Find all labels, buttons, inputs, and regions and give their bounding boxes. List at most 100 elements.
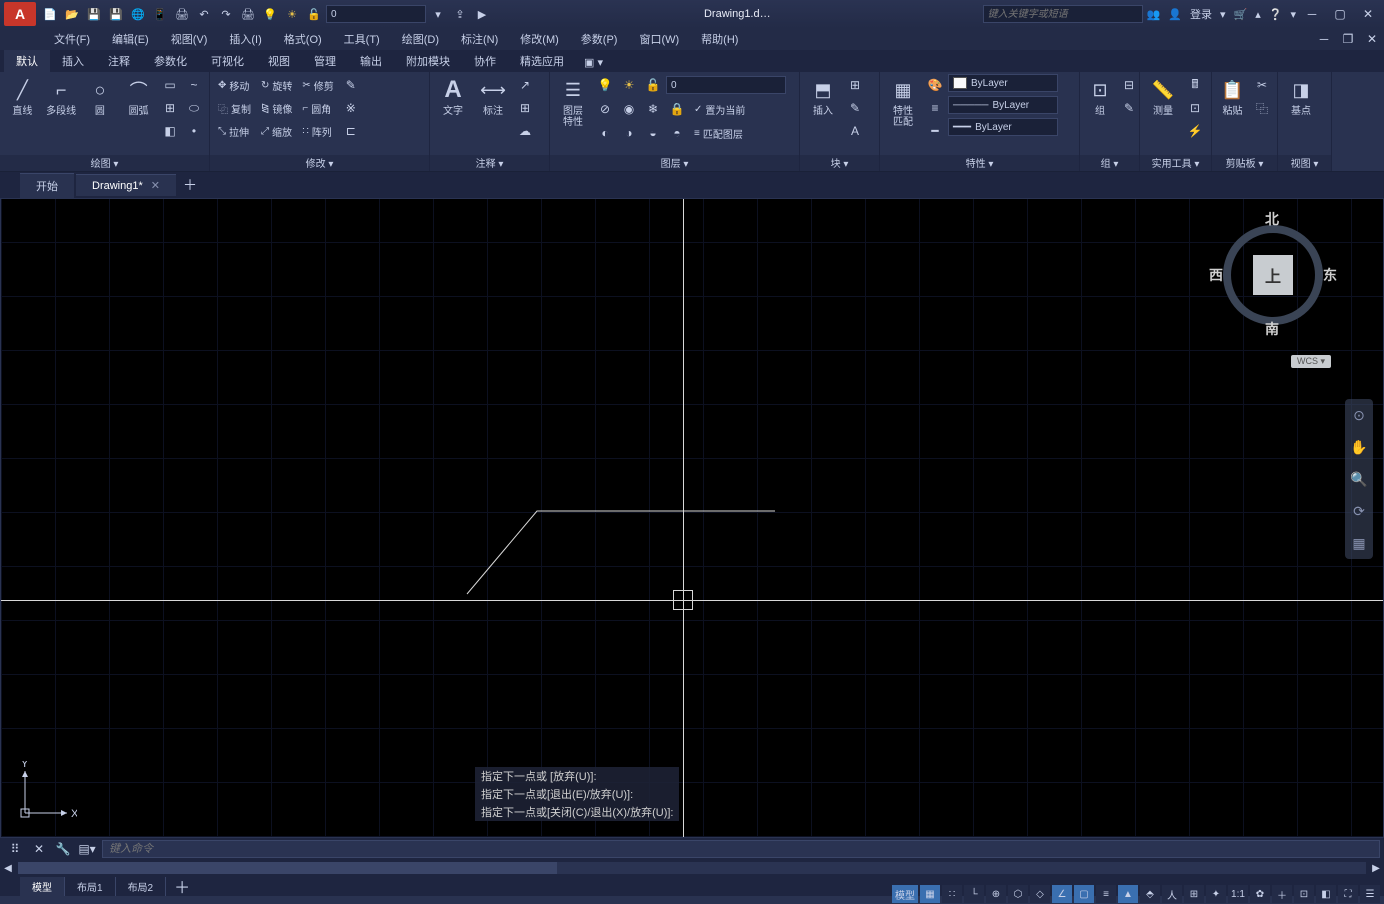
wcs-badge[interactable]: WCS ▾ xyxy=(1291,355,1331,368)
osnap-icon[interactable]: ◇ xyxy=(1030,885,1050,903)
match-layer-button[interactable]: ≡匹配图层 xyxy=(690,122,747,144)
tab-manage[interactable]: 管理 xyxy=(302,50,348,72)
save-icon[interactable]: 💾 xyxy=(84,4,104,24)
layout-2[interactable]: 布局2 xyxy=(116,877,167,896)
customize-icon[interactable]: ☰ xyxy=(1360,885,1380,903)
arc-button[interactable]: ⌒ 圆弧 xyxy=(120,74,157,119)
menu-view[interactable]: 视图(V) xyxy=(161,29,218,49)
search-input[interactable] xyxy=(983,5,1143,23)
layer-props-button[interactable]: ☰ 图层 特性 xyxy=(554,74,592,130)
viewcube-east[interactable]: 东 xyxy=(1323,265,1337,285)
viewcube-north[interactable]: 北 xyxy=(1265,209,1279,229)
linetype-combo[interactable]: ─────ByLayer xyxy=(948,96,1058,114)
qat-dropdown-icon[interactable]: ▾ xyxy=(428,4,448,24)
grid-toggle-icon[interactable]: ▦ xyxy=(920,885,940,903)
copy-button[interactable]: ⿻复制 xyxy=(214,97,255,119)
menu-help[interactable]: 帮助(H) xyxy=(691,29,748,49)
layer-bulb-icon[interactable]: 💡 xyxy=(594,74,616,96)
layout-add-button[interactable]: ＋ xyxy=(166,872,198,900)
drawing-canvas[interactable]: X Y 上 北 西 东 南 WCS ▾ ⊙ ✋ 🔍 ⟳ ▦ 指定下一点或 [放弃… xyxy=(0,198,1384,838)
explode-icon[interactable]: ※ xyxy=(340,97,362,119)
color-combo[interactable]: ByLayer xyxy=(948,74,1058,92)
circle-button[interactable]: ○ 圆 xyxy=(82,74,119,119)
tab-visualize[interactable]: 可视化 xyxy=(199,50,256,72)
ltype-icon[interactable]: ≡ xyxy=(924,97,946,119)
menu-param[interactable]: 参数(P) xyxy=(571,29,628,49)
menu-modify[interactable]: 修改(M) xyxy=(510,29,569,49)
share-icon[interactable]: ⇪ xyxy=(450,4,470,24)
help-dropdown-icon[interactable]: ▾ xyxy=(1290,8,1296,21)
cloud-icon[interactable]: ☁ xyxy=(514,120,536,142)
anno-icon[interactable]: ✦ xyxy=(1206,885,1226,903)
menu-tools[interactable]: 工具(T) xyxy=(334,29,390,49)
edit-block-icon[interactable]: ✎ xyxy=(844,97,866,119)
scale-combo[interactable]: 1:1 xyxy=(1228,885,1248,903)
tab-collab[interactable]: 协作 xyxy=(462,50,508,72)
scroll-left-icon[interactable]: ◀ xyxy=(0,860,16,876)
panel-modify-title[interactable]: 修改 ▾ xyxy=(210,155,429,171)
polar-icon[interactable]: ⊕ xyxy=(986,885,1006,903)
menu-format[interactable]: 格式(O) xyxy=(274,29,332,49)
help-icon[interactable]: ❔ xyxy=(1269,8,1283,21)
autodesk-icon[interactable]: ▴ xyxy=(1255,8,1261,21)
sc-icon[interactable]: 人 xyxy=(1162,885,1182,903)
color-icon[interactable]: 🎨 xyxy=(924,74,946,96)
view-cube[interactable]: 上 北 西 东 南 xyxy=(1213,209,1333,349)
set-current-button[interactable]: ✓置为当前 xyxy=(690,98,749,120)
ws-icon[interactable]: ＋ xyxy=(1272,885,1292,903)
mirror-button[interactable]: ⧎镜像 xyxy=(257,97,296,119)
2d-icon[interactable]: ▢ xyxy=(1074,885,1094,903)
menu-file[interactable]: 文件(F) xyxy=(44,29,100,49)
command-input[interactable] xyxy=(102,840,1380,858)
close-icon[interactable]: ✕ xyxy=(151,179,160,192)
panel-draw-title[interactable]: 绘图 ▾ xyxy=(0,155,209,171)
cmd-recent-icon[interactable]: ▤▾ xyxy=(76,838,98,860)
attr-icon[interactable]: A xyxy=(844,120,866,142)
pan-icon[interactable]: ✋ xyxy=(1345,431,1373,463)
fillet-button[interactable]: ⌐圆角 xyxy=(298,97,337,119)
tab-view[interactable]: 视图 xyxy=(256,50,302,72)
gear-icon[interactable]: ✿ xyxy=(1250,885,1270,903)
base-button[interactable]: ◨ 基点 xyxy=(1282,74,1320,119)
point-icon[interactable]: • xyxy=(183,120,205,142)
viewcube-top[interactable]: 上 xyxy=(1253,255,1293,295)
dyn-icon[interactable]: ▲ xyxy=(1118,885,1138,903)
saveas-icon[interactable]: 💾 xyxy=(106,4,126,24)
doc-minimize-button[interactable]: ─ xyxy=(1312,29,1336,49)
match-props-button[interactable]: ▦ 特性 匹配 xyxy=(884,74,922,130)
trim-button[interactable]: ✂修剪 xyxy=(298,74,337,96)
menu-window[interactable]: 窗口(W) xyxy=(629,29,689,49)
rect-icon[interactable]: ▭ xyxy=(159,74,181,96)
move-button[interactable]: ✥移动 xyxy=(214,74,255,96)
maximize-button[interactable]: ▢ xyxy=(1328,4,1352,24)
stretch-button[interactable]: ⤡拉伸 xyxy=(214,120,255,142)
hatch-icon[interactable]: ⊞ xyxy=(159,97,181,119)
cmd-close-icon[interactable]: ✕ xyxy=(28,838,50,860)
open-icon[interactable]: 📂 xyxy=(62,4,82,24)
create-block-icon[interactable]: ⊞ xyxy=(844,74,866,96)
user-icon[interactable]: 👤 xyxy=(1168,8,1182,21)
layer-c-icon[interactable]: ◒ xyxy=(642,122,664,144)
iso-icon[interactable]: ⊡ xyxy=(1294,885,1314,903)
copy-clip-icon[interactable]: ⿻ xyxy=(1251,97,1273,119)
layer-combo[interactable] xyxy=(666,76,786,94)
ungroup-icon[interactable]: ⊟ xyxy=(1118,74,1140,96)
cart-icon[interactable]: 🛒 xyxy=(1234,8,1248,21)
showmotion-icon[interactable]: ▦ xyxy=(1345,527,1373,559)
new-icon[interactable]: 📄 xyxy=(40,4,60,24)
ortho-icon[interactable]: └ xyxy=(964,885,984,903)
redo-icon[interactable]: ↷ xyxy=(216,4,236,24)
status-model[interactable]: 模型 xyxy=(892,885,918,903)
rotate-button[interactable]: ↻旋转 xyxy=(257,74,296,96)
app-logo[interactable]: A xyxy=(4,2,36,26)
layer-lock2-icon[interactable]: 🔒 xyxy=(666,98,688,120)
close-button[interactable]: ✕ xyxy=(1356,4,1380,24)
mobile-icon[interactable]: 📱 xyxy=(150,4,170,24)
group-button[interactable]: ⊡ 组 xyxy=(1084,74,1116,119)
layer-b-icon[interactable]: ◑ xyxy=(618,122,640,144)
panel-block-title[interactable]: 块 ▾ xyxy=(800,155,879,171)
ellipse-icon[interactable]: ⬭ xyxy=(183,97,205,119)
insert-block-button[interactable]: ⬒ 插入 xyxy=(804,74,842,119)
cmd-handle-icon[interactable]: ⠿ xyxy=(4,838,26,860)
scroll-right-icon[interactable]: ▶ xyxy=(1368,860,1384,876)
